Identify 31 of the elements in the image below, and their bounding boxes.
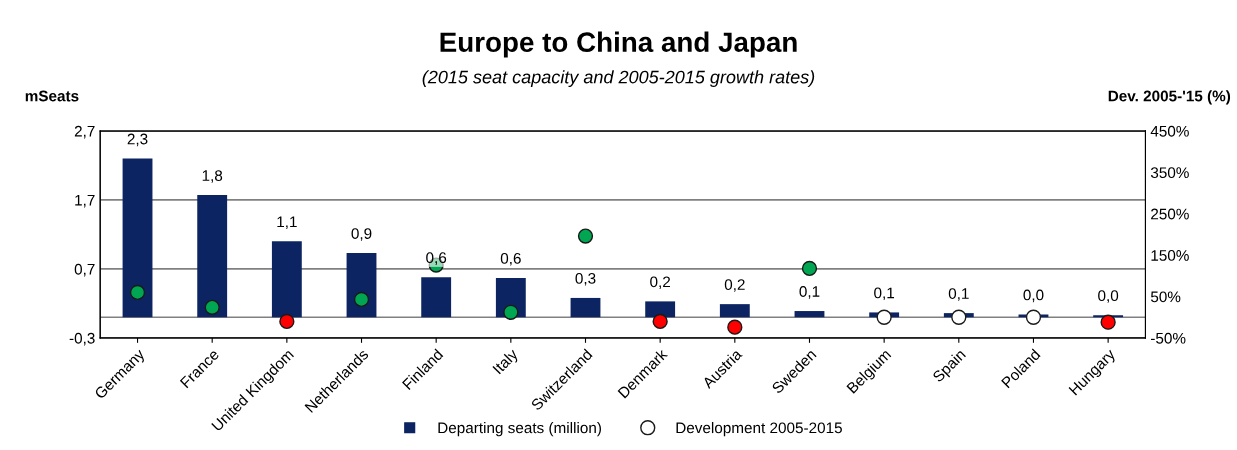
data-label: 0,1 — [948, 288, 969, 301]
chart-title: Europe to China and Japan — [440, 31, 797, 58]
y2-tick-label: 250% — [1151, 208, 1189, 220]
data-label: 0,2 — [650, 276, 671, 290]
data-label: 0,6 — [500, 252, 521, 266]
y2-tick-label: 150% — [1151, 250, 1189, 261]
y-tick-label: 1,7 — [75, 194, 95, 208]
data-label: 0,9 — [351, 228, 372, 241]
data-label: 0,1 — [799, 286, 820, 299]
y2-tick-label: 450% — [1150, 125, 1189, 137]
data-label: 1,8 — [202, 170, 223, 183]
data-label: 1,1 — [277, 216, 297, 230]
legend-label: Development 2005-2015 — [676, 422, 842, 437]
data-label: 0,1 — [874, 287, 895, 301]
y-axis-title: mSeats — [25, 90, 79, 102]
x-tick-label: Italy — [492, 347, 521, 377]
chart-subtitle: (2015 seat capacity and 2005-2015 growth rates) — [422, 70, 815, 87]
y-tick-label: -0,3 — [69, 332, 95, 346]
y2-tick-label: 50% — [1150, 291, 1181, 303]
data-label: 0,2 — [724, 279, 745, 292]
y-tick-label: 0,7 — [74, 263, 95, 277]
data-label: 0,0 — [1098, 290, 1119, 303]
data-label: 0,6 — [426, 252, 447, 265]
data-label: 0,0 — [1023, 289, 1044, 303]
legend-label: Departing seats (million) — [438, 422, 601, 437]
y2-axis-title: Dev. 2005-'15 (%) — [1108, 90, 1231, 105]
data-label: 0,3 — [575, 272, 596, 286]
y-tick-label: 2,7 — [74, 125, 95, 139]
data-label: 2,3 — [127, 133, 148, 147]
y2-tick-label: -50% — [1151, 332, 1186, 344]
y2-tick-label: 350% — [1150, 167, 1189, 179]
